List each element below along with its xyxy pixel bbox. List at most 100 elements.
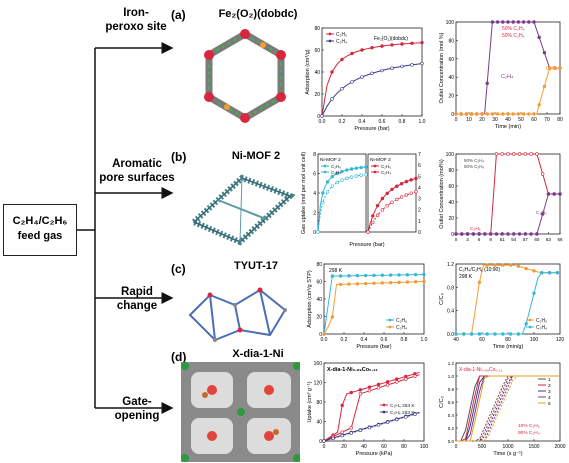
bt-a-xtick-label: 30: [492, 117, 498, 123]
bt-c-c2h4-point: [540, 271, 544, 275]
iso-b-c2h6-b-point: [385, 191, 389, 196]
iso-a-c2h6-point: [350, 51, 354, 56]
iso-d-xtick-label: 20: [341, 444, 347, 450]
isotherm-chart-d: 0 40 80 120 160 0 20 40 60 80 100 Pressure (kPa) Upt…: [300, 355, 430, 463]
bt-d-note-1: 10% C₂H₆: [518, 423, 540, 429]
iso-a-c2h4-point: [400, 64, 404, 69]
iso-b-xlabel: Pressure (bar): [349, 242, 384, 248]
iso-c-c2h6-point: [330, 274, 335, 278]
breakthrough-chart-d: 0.0 0.2 0.4 0.6 0.8 1.0 1.2 0 500 1000 1500 2000 Tim…: [432, 355, 569, 463]
bt-a-c2h6-point: [537, 103, 541, 107]
iso-c-c2h4-point: [363, 281, 368, 286]
iso-c-c2h4-line: [323, 281, 425, 335]
iso-c-c2h4-point: [405, 280, 410, 284]
bt-c-c2h4-point: [508, 332, 513, 336]
iso-c-c2h4-point: [330, 315, 335, 319]
iso-d-c2h4-ads-point: [367, 385, 372, 389]
bt-c-ytick-label: 0.8: [447, 285, 454, 291]
bt-d-ytick-label: 0.8: [448, 387, 455, 392]
bt-a-c2h6-point: [516, 112, 521, 116]
isotherm-chart-c: 0 20 40 60 80 0.0 0.2 0.4 0.6 0.8 1.0 Pressure (bar…: [300, 258, 430, 354]
bt-a-xtick-label: 0: [455, 117, 458, 123]
bt-c-c2h4-point: [547, 271, 552, 275]
iso-b-ylabel: Gas uptake (mol per mol unit cell): [301, 152, 307, 234]
iso-d-c2h6-des-point: [413, 412, 417, 416]
iso-d-c2h4-des-point: [367, 389, 372, 393]
bt-b-xtick-label: 66: [557, 237, 563, 242]
iso-c-c2h4-point: [372, 281, 376, 285]
iso-a-c2h4-point: [360, 75, 364, 79]
breakthrough-chart-b: 0 20 40 60 80 100 0 3 6 9 51 54 57 60 63 66 Outlet Conce…: [432, 146, 569, 258]
iso-b-c2h4-point: [364, 172, 368, 177]
iso-a-c2h6-point: [370, 46, 374, 50]
iso-c-ytick-label: 0: [319, 332, 322, 338]
iso-b-left-ytick-label: 2: [313, 211, 316, 217]
bt-d-legend-label: 4: [548, 395, 551, 401]
iso-b-c2h6-point: [321, 191, 325, 195]
bt-d-title: X-dia-1-Ni₀.₈₉Co₀.₁₁: [459, 367, 503, 373]
bt-d-xlabel: Time (s g⁻¹): [493, 451, 522, 457]
iso-d-c2h6-des-point: [349, 431, 353, 435]
iso-a-c2h6-line: [321, 42, 423, 117]
bt-c-c2h6-point: [532, 269, 536, 273]
iso-b-c2h4-b-point: [371, 220, 375, 225]
structure-image-c: [188, 287, 287, 342]
bt-a-c2h6-point: [521, 112, 526, 116]
iso-d-c2h6-des-point: [385, 420, 390, 424]
bt-a-c2h4-point: [537, 35, 541, 40]
bt-c-c2h4-point: [532, 291, 536, 295]
iso-a-c2h4-point: [410, 63, 414, 67]
iso-c-xtick-label: 1.0: [421, 337, 428, 343]
bt-b-c2h6-point: [523, 152, 528, 156]
bt-c-ytick-label: 0.4: [447, 309, 454, 315]
iso-a-c2h4-point: [380, 68, 384, 73]
bt-b-xtick-label: 0: [455, 237, 458, 242]
bt-c-c2h4-point: [462, 332, 466, 336]
structure-image-b: [188, 174, 296, 246]
iso-a-ytick-label: 40: [314, 70, 320, 76]
iso-d-c2h6-des-point: [367, 425, 372, 430]
iso-b-b-legend-label: C₂H₄: [381, 170, 391, 175]
iso-b-c2h6-b-point: [375, 203, 380, 208]
bt-a-c2h6-point: [480, 112, 484, 116]
bt-a-c2h6-point: [527, 112, 531, 116]
bt-b-c2h4-point: [523, 232, 528, 236]
bt-d-note-2: 90% C₂H₄: [518, 430, 540, 436]
iso-a-c2h4-point: [370, 71, 374, 76]
bt-b-xtick-label: 57: [523, 237, 529, 242]
bt-b-c2h4-point: [483, 232, 487, 236]
iso-c-ytick-label: 80: [316, 262, 322, 268]
bt-d-cycle-4-c2h4-line: [456, 375, 560, 442]
iso-d-ytick-label: 80: [316, 400, 322, 406]
bt-c-c2h4-point: [454, 332, 458, 336]
iso-a-c2h4-point: [320, 114, 324, 118]
iso-d-c2h4-des-point: [404, 377, 408, 381]
bt-b-c2h6-point: [500, 152, 504, 156]
iso-c-xtick-label: 0.8: [401, 337, 408, 343]
bt-a-xtick-label: 10: [466, 117, 472, 123]
iso-b-right-ytick-label: 3: [418, 197, 421, 203]
bt-d-ytick-label: 1.2: [448, 361, 455, 366]
iso-b-c2h4-point: [349, 175, 354, 179]
iso-d-c2h4-ads-point: [385, 380, 390, 384]
bt-b-ytick-label: 20: [448, 216, 454, 222]
iso-d-c2h4-des-point: [358, 392, 363, 396]
bt-b-xtick-label: 6: [478, 237, 481, 242]
bt-c-c2h4-point: [555, 271, 560, 275]
iso-d-c2h4-des-point: [376, 386, 381, 390]
bt-a-xtick-label: 40: [505, 117, 511, 123]
iso-b-c2h4-b-point: [366, 230, 370, 234]
bt-b-c2h4-point: [546, 192, 551, 196]
iso-b-c2h6-b-point: [395, 184, 399, 188]
bt-a-xtick-label: 70: [544, 117, 550, 123]
bt-b-c2h4-point: [460, 232, 464, 236]
iso-d-c2h4-des-point: [340, 430, 344, 434]
bt-c-c2h4-point: [501, 332, 505, 336]
bt-a-c2h4-point: [521, 20, 526, 24]
iso-b-c2h6-point: [335, 171, 339, 176]
bt-d-ytick-label: 0.6: [448, 400, 455, 405]
strategy-b-line2: pore surfaces: [99, 172, 175, 184]
bt-b-c2h4-point: [465, 232, 470, 236]
bt-b-c2h4-point: [512, 232, 516, 236]
